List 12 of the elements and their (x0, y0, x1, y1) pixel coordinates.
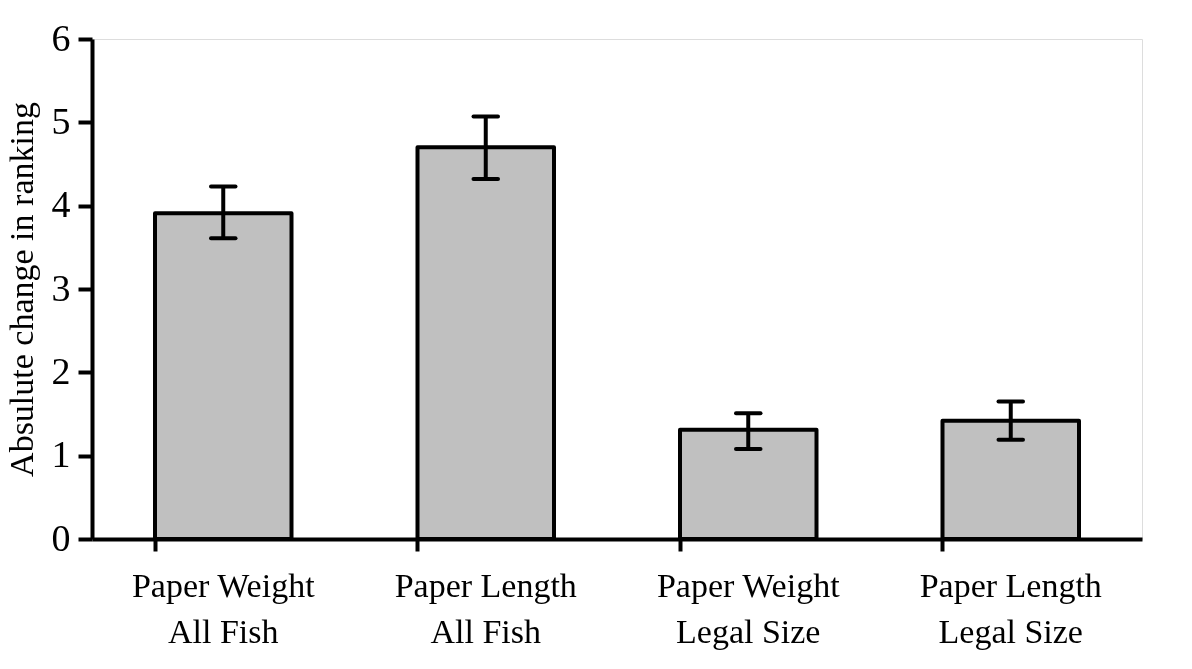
y-tick-label: 4 (51, 183, 71, 226)
x-tick-label: Paper Length All Fish (394, 566, 577, 650)
y-tick-label: 3 (51, 266, 71, 309)
y-tick-label: 1 (51, 433, 71, 476)
x-tick-label: Paper Length Legal Size (919, 566, 1102, 650)
y-axis-title: Absulute change in ranking (2, 102, 40, 477)
x-tick-label: Paper Weight All Fish (131, 566, 316, 650)
y-tick-label: 5 (51, 99, 71, 142)
y-tick-label: 2 (51, 349, 71, 392)
x-tick-label: Paper Weight Legal Size (656, 566, 841, 650)
y-tick-label: 6 (51, 16, 71, 59)
y-tick-label: 0 (51, 516, 71, 559)
